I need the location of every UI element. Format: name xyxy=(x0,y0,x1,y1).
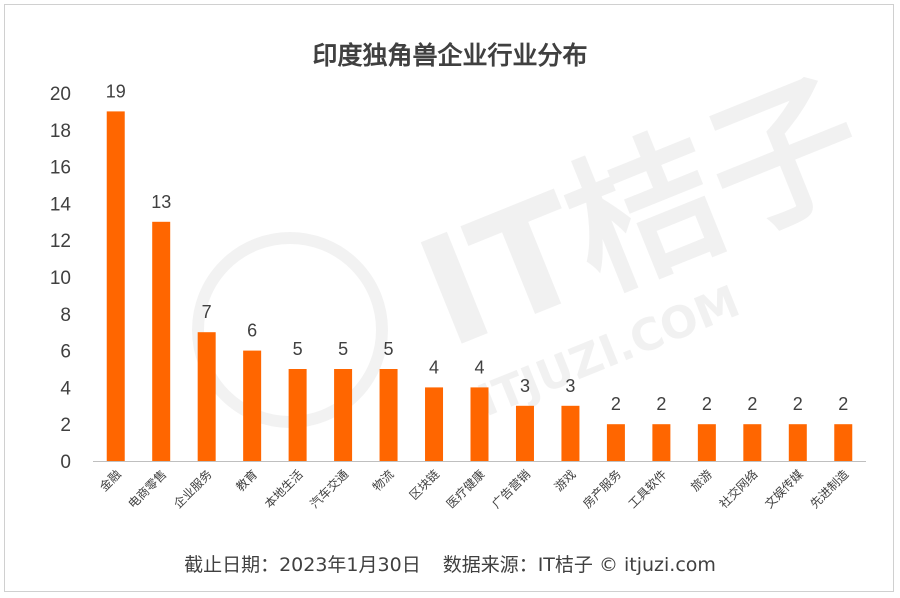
data-label: 4 xyxy=(429,357,439,377)
y-tick-label: 4 xyxy=(60,378,71,399)
y-tick-label: 20 xyxy=(50,84,71,105)
y-tick-label: 14 xyxy=(50,194,72,215)
data-label: 4 xyxy=(474,357,484,377)
data-label: 5 xyxy=(338,339,348,359)
data-label: 5 xyxy=(384,339,394,359)
x-tick-label: 旅游 xyxy=(688,467,715,494)
x-axis: 金融 电商零售 企业服务 教育 本地生活 汽车交通 物流 区块链 医疗健康 广告营销 游戏 房产服务工… xyxy=(96,467,851,512)
y-tick-label: 16 xyxy=(50,158,71,179)
data-label: 6 xyxy=(247,321,257,341)
x-tick-label: 文娱传媒 xyxy=(761,467,806,512)
x-tick-label: 教育 xyxy=(233,467,261,495)
x-tick-label: 物流 xyxy=(370,467,397,494)
data-label: 19 xyxy=(106,81,126,101)
bar xyxy=(197,332,216,461)
y-tick-label: 2 xyxy=(60,415,71,436)
data-label: 2 xyxy=(747,394,757,414)
data-label: 2 xyxy=(656,394,666,414)
x-tick-label: 游戏 xyxy=(552,467,579,494)
data-label: 2 xyxy=(702,394,712,414)
x-tick-label: 社交网络 xyxy=(716,467,761,512)
bar xyxy=(106,111,125,462)
bar xyxy=(606,424,625,461)
bar xyxy=(697,424,716,461)
y-tick-label: 10 xyxy=(50,268,71,289)
data-label: 2 xyxy=(611,394,621,414)
data-label: 3 xyxy=(565,376,575,396)
x-tick-label: 电商零售 xyxy=(125,467,170,512)
bar-series xyxy=(106,111,853,462)
x-tick-label: 本地生活 xyxy=(262,467,306,511)
x-tick-label: 广告营销 xyxy=(489,467,533,511)
bar xyxy=(243,350,262,461)
chart-title: 印度独角兽企业行业分布 xyxy=(312,41,588,70)
data-labels: 19 13 7 6 5 5 5 4 4 3 3 2 2 2 2 2 2 xyxy=(106,81,849,414)
bar xyxy=(470,387,489,461)
x-tick-label: 房产服务 xyxy=(579,467,624,512)
bar xyxy=(515,405,534,461)
x-tick-label: 区块链 xyxy=(406,467,442,503)
x-tick-label: 先进制造 xyxy=(808,467,852,511)
data-label: 13 xyxy=(151,192,171,212)
chart-frame xyxy=(4,4,894,592)
bar xyxy=(288,369,307,461)
bar xyxy=(425,387,444,461)
bar xyxy=(788,424,807,461)
y-tick-label: 18 xyxy=(50,121,71,142)
footer: 截止日期：2023年1月30日 数据来源：IT桔子 © itjuzi.com xyxy=(0,550,900,577)
data-label: 7 xyxy=(202,302,212,322)
data-label: 2 xyxy=(838,394,848,414)
cutoff-date: 截止日期：2023年1月30日 xyxy=(184,554,421,576)
y-tick-label: 12 xyxy=(50,231,71,252)
x-tick-label: 金融 xyxy=(96,467,124,495)
y-tick-label: 8 xyxy=(60,305,71,326)
x-tick-label: 医疗健康 xyxy=(443,467,488,512)
x-tick-label: 工具软件 xyxy=(626,467,670,511)
bar xyxy=(152,221,171,461)
data-label: 5 xyxy=(293,339,303,359)
data-label: 3 xyxy=(520,376,530,396)
bar xyxy=(743,424,762,461)
bar xyxy=(334,369,353,461)
bar xyxy=(379,369,398,461)
x-tick-label: 企业服务 xyxy=(170,467,215,512)
data-source: 数据来源：IT桔子 © itjuzi.com xyxy=(442,554,716,576)
bar xyxy=(652,424,671,461)
y-axis: 0 2 4 6 8 10 12 14 16 18 20 xyxy=(50,84,72,473)
y-tick-label: 0 xyxy=(60,452,71,473)
y-tick-label: 6 xyxy=(60,342,71,363)
data-label: 2 xyxy=(793,394,803,414)
bar xyxy=(561,405,580,461)
x-tick-label: 汽车交通 xyxy=(307,467,352,512)
bar xyxy=(834,424,853,461)
